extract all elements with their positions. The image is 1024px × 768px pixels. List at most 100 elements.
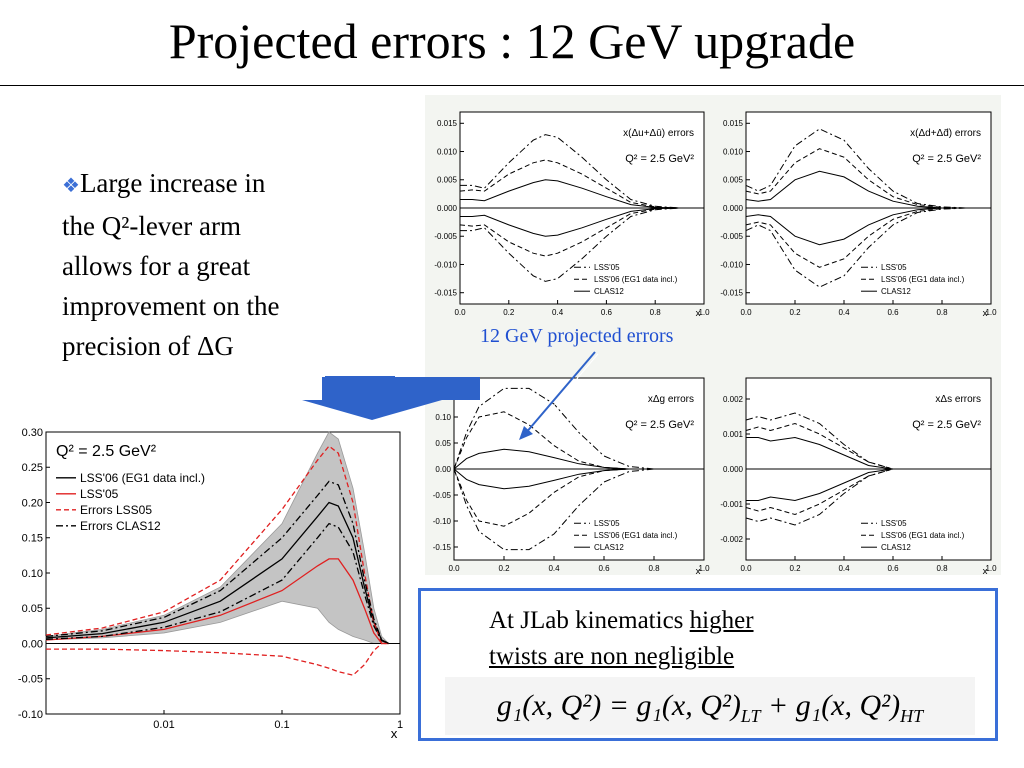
y-tick-label: 0.005: [437, 176, 458, 185]
formula-mid: + g₁(x, Q²): [760, 689, 901, 722]
x-tick-label: 1.0: [698, 308, 710, 317]
x-tick-label: 0.2: [498, 564, 510, 573]
y-tick-label: -0.005: [720, 232, 743, 241]
legend-label: LSS'05: [881, 263, 907, 272]
y-tick-label: -0.010: [434, 260, 457, 269]
bullet-line-5: precision of ΔG: [62, 331, 234, 361]
series-line: [745, 412, 991, 470]
legend-label: LSS'06 (EG1 data incl.): [594, 531, 678, 540]
y-tick-label: 0.010: [723, 147, 744, 156]
series-line-mirror: [460, 207, 704, 282]
series-line: [45, 480, 389, 645]
y-tick-label: -0.10: [433, 517, 452, 526]
x-tick-label: 0.4: [838, 564, 850, 573]
series-line: [45, 558, 389, 645]
y-tick-label: 0.20: [22, 497, 43, 509]
legend-label: CLAS12: [594, 543, 624, 552]
legend-label: CLAS12: [881, 287, 911, 296]
series-line-mirror: [746, 468, 991, 502]
note-text-underlined-2: twists are non negligible: [489, 643, 735, 670]
series-line-mirror: [460, 207, 704, 237]
x-tick-label: 0.01: [153, 719, 174, 731]
y-tick-label: 0.010: [437, 147, 458, 156]
series-line: [45, 445, 389, 645]
bullet-line-3: allows for a great: [62, 251, 251, 281]
y-tick-label: 0.05: [22, 603, 43, 615]
series-line: [460, 134, 704, 209]
series-line: [45, 522, 389, 645]
x-tick-label: 0.6: [887, 308, 899, 317]
note-text-underlined-1: higher: [689, 607, 754, 634]
y-tick-label: 0.25: [22, 462, 43, 474]
diamond-bullet-icon: ❖: [62, 175, 80, 197]
callout-arrow-icon: [519, 351, 599, 440]
chart-dg-errors: 0.150.100.050.00-0.05-0.10-0.150.00.20.4…: [433, 377, 710, 577]
y-tick-label: 0.05: [435, 439, 451, 448]
bullet-text: ❖Large increase in the Q²-lever arm allo…: [62, 163, 362, 366]
q2-annotation: Q² = 2.5 GeV²: [56, 443, 157, 460]
x-tick-label: 0.4: [548, 564, 560, 573]
q2-annotation: Q² = 2.5 GeV²: [625, 153, 694, 165]
x-tick-label: 0.0: [740, 564, 752, 573]
y-tick-label: -0.015: [720, 289, 743, 298]
series-line-mirror: [453, 468, 704, 490]
legend-label: LSS'06 (EG1 data incl.): [881, 531, 965, 540]
x-tick-label: 0.8: [936, 564, 948, 573]
legend-label: CLAS12: [881, 543, 911, 552]
x-tick-label: 0.6: [601, 308, 613, 317]
y-tick-label: 0.10: [435, 413, 451, 422]
chart-ds-errors: 0.002 0.001 0.000 -0.001 -0.002 0.0 0.2 0.4 0.6 0…: [720, 377, 997, 577]
x-tick-label: 0.0: [448, 564, 460, 573]
chart-title: xΔg errors: [648, 394, 694, 405]
y-tick-label: 0.001: [723, 430, 744, 439]
series-line-mirror: [453, 468, 704, 551]
series-line: [45, 501, 389, 645]
q2-annotation: Q² = 2.5 GeV²: [625, 419, 694, 431]
callout-label: 12 GeV projected errors: [480, 325, 674, 347]
y-tick-label: 0.00: [435, 465, 451, 474]
pointer-arrow-icon: [302, 376, 480, 420]
y-tick-label: -0.002: [720, 535, 743, 544]
x-tick-label: 0.4: [838, 308, 850, 317]
x-tick-label: 0.8: [936, 308, 948, 317]
chart-title: xΔs errors: [935, 394, 981, 405]
x-axis-label: x: [696, 566, 701, 577]
x-tick-label: 1.0: [698, 564, 710, 573]
series-line: [453, 387, 704, 470]
q2-annotation: Q² = 2.5 GeV²: [912, 419, 981, 431]
chart-title: x(Δu+Δū) errors: [623, 128, 694, 139]
y-tick-label: 0.000: [723, 204, 744, 213]
chart-du-errors: 0.015 0.010 0.005 0.000 -0.005 -0.010 -0.015 0.…: [434, 111, 710, 319]
bullet-line-2: the Q²-lever arm: [62, 211, 242, 241]
y-tick-label: -0.10: [18, 709, 43, 721]
y-tick-label: -0.05: [18, 674, 43, 686]
x-tick-label: 0.2: [789, 308, 801, 317]
series-line-mirror: [745, 207, 991, 246]
legend-label: LSS'05: [80, 487, 119, 501]
x-tick-label: 0.8: [648, 564, 660, 573]
g1-formula: g₁(x, Q²) = g₁(x, Q²)LT + g₁(x, Q²)HT: [445, 677, 975, 735]
series-line-mirror: [745, 468, 991, 526]
y-tick-label: -0.15: [433, 543, 452, 552]
x-tick-label: 0.8: [650, 308, 662, 317]
series-line-mirror: [459, 207, 704, 257]
y-tick-label: -0.05: [433, 491, 452, 500]
y-tick-label: 0.000: [437, 204, 458, 213]
x-tick-label: 0.0: [740, 308, 752, 317]
x-tick-label: 1.0: [985, 564, 997, 573]
x-tick-label: 1: [397, 719, 403, 731]
y-tick-label: 0.30: [22, 427, 43, 439]
y-tick-label: 0.005: [723, 176, 744, 185]
series-line: [46, 642, 389, 676]
legend-label: LSS'06 (EG1 data incl.): [594, 275, 678, 284]
formula-sub-ht: HT: [900, 706, 924, 726]
chart-dd-errors: 0.015 0.010 0.005 0.000 -0.005 -0.010 -0.015 0.…: [720, 111, 997, 319]
x-axis-label: x: [391, 726, 398, 741]
x-tick-label: 1.0: [985, 308, 997, 317]
x-tick-label: 0.6: [887, 564, 899, 573]
legend-label: LSS'05: [594, 519, 620, 528]
bullet-line-1: Large increase in: [79, 168, 266, 198]
x-axis-label: x: [983, 566, 988, 577]
x-tick-label: 0.4: [552, 308, 564, 317]
y-tick-label: 0.002: [723, 395, 744, 404]
